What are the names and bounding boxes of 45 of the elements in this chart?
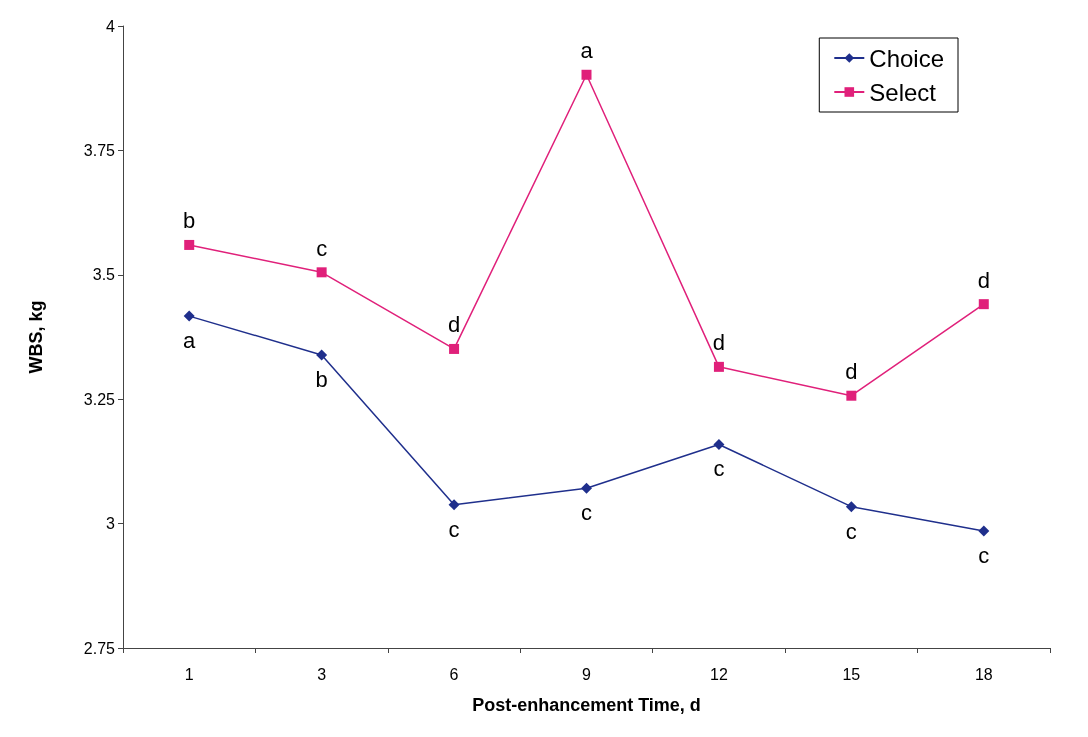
legend-label: Choice	[869, 44, 945, 72]
x-tick-label: 3	[317, 665, 327, 683]
y-tick-label: 3	[106, 515, 116, 533]
point	[581, 69, 592, 80]
point	[713, 361, 724, 372]
point	[449, 343, 460, 354]
data-label: c	[978, 543, 990, 569]
y-tick-label: 3.25	[83, 390, 116, 408]
point	[713, 438, 725, 450]
data-label: c	[316, 235, 328, 261]
point	[845, 501, 857, 513]
legend-label: Select	[869, 78, 937, 106]
y-tick-label: 3.75	[83, 141, 116, 159]
data-label: c	[845, 518, 857, 544]
x-tick-label: 6	[449, 665, 459, 683]
point	[581, 482, 592, 494]
data-label: a	[183, 328, 197, 354]
data-label: c	[448, 516, 460, 542]
y-tick-label: 4	[106, 17, 116, 35]
x-tick-label: 12	[710, 665, 728, 683]
data-label: b	[183, 208, 196, 234]
point	[448, 499, 460, 511]
y-axis-title: WBS, kg	[26, 300, 46, 374]
data-label: d	[447, 312, 461, 338]
data-label: d	[845, 359, 858, 385]
x-tick-label: 1	[184, 665, 194, 683]
data-label: a	[580, 38, 594, 64]
data-label: c	[581, 500, 592, 526]
y-tick-label: 2.75	[83, 639, 116, 657]
x-tick-label: 9	[582, 665, 592, 683]
point	[316, 267, 327, 278]
point	[978, 299, 989, 310]
point	[316, 349, 328, 361]
x-tick-label: 18	[974, 665, 993, 683]
point	[183, 310, 195, 322]
data-label: b	[315, 366, 328, 392]
data-label: d	[712, 330, 726, 356]
point	[846, 390, 857, 401]
data-label: d	[977, 267, 990, 293]
y-tick-label: 3.5	[92, 266, 116, 284]
x-tick-label: 15	[842, 665, 861, 683]
x-axis-title: Post-enhancement Time, d	[472, 695, 701, 715]
point	[184, 239, 195, 250]
point	[978, 525, 990, 537]
data-label: c	[713, 456, 725, 482]
